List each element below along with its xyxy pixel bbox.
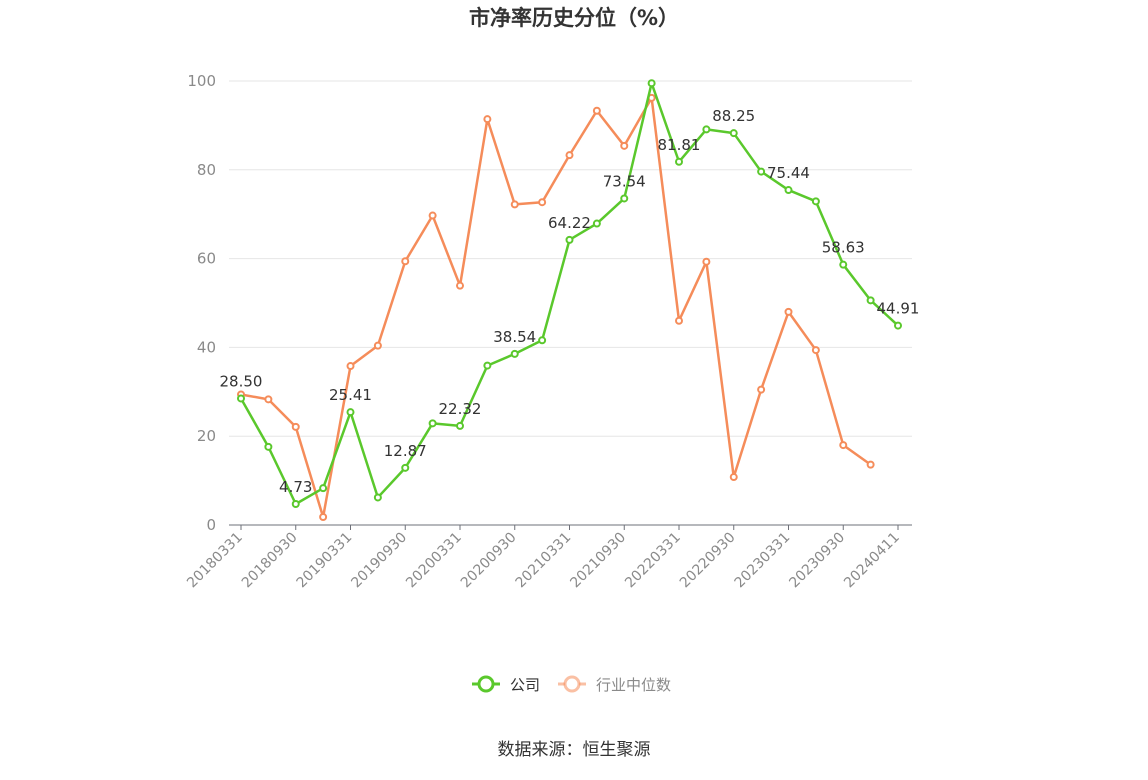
- x-tick-label: 20200331: [403, 530, 465, 592]
- data-point: [428, 211, 437, 220]
- legend-label: 行业中位数: [596, 676, 671, 694]
- data-point: [319, 513, 328, 522]
- data-label: 4.73: [279, 478, 312, 496]
- data-point: [346, 408, 355, 417]
- data-label: 75.44: [767, 164, 810, 182]
- data-point: [647, 79, 656, 88]
- data-label-layer: 28.50 4.73 25.41 12.87 22.32 38.54 64.22 73.54 8…: [220, 107, 920, 496]
- y-tick-label: 100: [187, 72, 216, 90]
- legend-item[interactable]: 公司: [472, 675, 540, 694]
- data-point: [428, 419, 437, 428]
- legend[interactable]: 公司 行业中位数: [472, 675, 671, 694]
- data-label: 38.54: [493, 328, 536, 346]
- data-label: 22.32: [439, 400, 482, 418]
- data-point: [784, 307, 793, 316]
- data-point: [894, 321, 902, 330]
- data-label: 73.54: [603, 172, 646, 190]
- x-tick-label: 20190930: [348, 530, 410, 592]
- legend-marker: [477, 675, 495, 693]
- x-tick-label: 20180331: [184, 530, 246, 592]
- data-point: [592, 219, 601, 228]
- data-label: 64.22: [548, 214, 591, 232]
- series-layer: [237, 79, 902, 522]
- y-tick-label: 40: [197, 338, 216, 356]
- data-point: [319, 484, 328, 493]
- data-point: [401, 257, 410, 266]
- data-label: 25.41: [329, 386, 372, 404]
- data-point: [483, 115, 492, 124]
- x-axis: 2018033120180930201903312019093020200331…: [184, 524, 912, 592]
- x-tick-label: 20190331: [294, 530, 356, 592]
- data-point: [620, 194, 629, 203]
- data-point: [401, 463, 410, 472]
- data-point: [373, 493, 382, 502]
- data-point: [291, 422, 300, 431]
- data-point: [729, 129, 738, 138]
- data-point: [811, 346, 820, 355]
- data-label: 81.81: [658, 136, 701, 154]
- data-point: [264, 395, 273, 404]
- data-point: [237, 394, 245, 403]
- x-tick-label: 20230930: [786, 530, 848, 592]
- grid-lines: [229, 80, 912, 437]
- data-point: [675, 157, 683, 166]
- data-point: [373, 341, 382, 350]
- data-point: [538, 198, 547, 207]
- y-tick-label: 20: [197, 427, 216, 445]
- x-tick-label: 20220331: [622, 530, 684, 592]
- x-tick-label: 20210331: [513, 530, 575, 592]
- legend-item[interactable]: 行业中位数: [558, 675, 671, 694]
- x-tick-label: 20210930: [567, 530, 629, 592]
- x-tick-label: 20240411: [841, 530, 903, 592]
- data-point: [456, 281, 464, 290]
- data-point: [291, 499, 300, 508]
- legend-marker: [563, 675, 581, 693]
- data-label: 28.50: [220, 372, 263, 390]
- data-point: [592, 106, 601, 115]
- legend-label: 公司: [510, 676, 540, 694]
- y-tick-label: 0: [206, 516, 216, 534]
- data-point: [510, 200, 519, 209]
- x-tick-label: 20230331: [732, 530, 794, 592]
- data-point: [757, 385, 766, 394]
- data-label: 88.25: [712, 107, 755, 125]
- data-label: 58.63: [822, 239, 865, 257]
- data-point: [565, 235, 574, 244]
- x-tick-label: 20200930: [458, 530, 520, 592]
- data-label: 44.91: [877, 300, 920, 318]
- data-point: [510, 349, 519, 358]
- y-axis: 0 20 40 60 80 100: [187, 72, 216, 534]
- y-tick-label: 60: [197, 250, 216, 268]
- data-point: [757, 167, 766, 176]
- data-point: [565, 151, 574, 160]
- x-tick-label: 20180930: [239, 530, 301, 592]
- x-tick-label: 20220930: [677, 530, 739, 592]
- data-point: [538, 336, 547, 345]
- data-point: [729, 473, 738, 482]
- data-point: [620, 141, 629, 150]
- data-point: [784, 186, 793, 195]
- source-note: 数据来源：恒生聚源: [498, 740, 651, 760]
- chart-title: 市净率历史分位（%）: [469, 6, 679, 30]
- y-tick-label: 80: [197, 161, 216, 179]
- data-point: [456, 421, 464, 430]
- series-line: [239, 81, 899, 506]
- data-point: [866, 296, 875, 305]
- data-point: [702, 257, 711, 266]
- data-point: [839, 441, 848, 450]
- data-point: [839, 260, 848, 269]
- data-point: [483, 361, 492, 370]
- series-line: [240, 96, 872, 519]
- data-point: [866, 460, 875, 469]
- data-point: [675, 316, 683, 325]
- data-point: [811, 197, 820, 206]
- data-point: [702, 125, 711, 134]
- data-point: [346, 362, 355, 371]
- data-label: 12.87: [384, 442, 427, 460]
- data-point: [264, 442, 273, 451]
